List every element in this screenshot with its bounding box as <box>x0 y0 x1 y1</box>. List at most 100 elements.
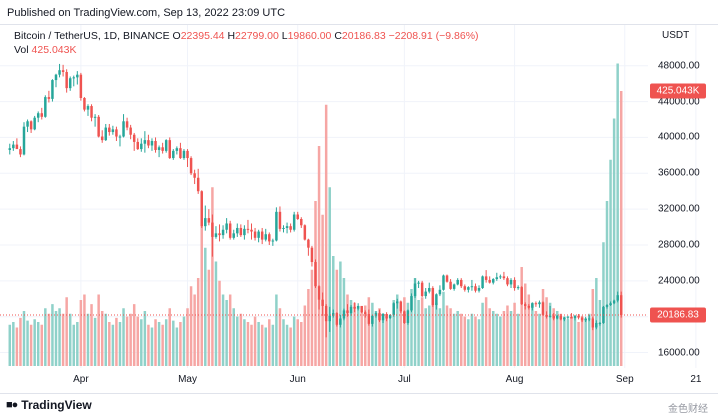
candle-body <box>275 211 278 241</box>
candle-body <box>595 322 598 328</box>
candle-body <box>324 305 328 322</box>
volume-bar <box>40 324 44 366</box>
candle-body <box>157 147 161 150</box>
candle-body <box>182 150 186 159</box>
volume-bar <box>164 319 168 366</box>
volume-bar <box>140 319 143 366</box>
candle-body <box>90 106 93 118</box>
volume-bar <box>211 187 214 366</box>
volume-bar <box>12 322 15 366</box>
volume-bar <box>51 304 54 366</box>
volume-bar <box>474 316 477 366</box>
volume-bar <box>406 302 410 366</box>
volume-bar <box>605 201 609 366</box>
candle-body <box>619 295 623 316</box>
volume-bar <box>324 104 328 366</box>
volume-bar <box>65 297 68 366</box>
volume-bar <box>19 317 22 366</box>
candle-body <box>492 279 495 283</box>
volume-bar <box>609 159 612 366</box>
candle-body <box>300 218 303 226</box>
candle-body <box>250 229 253 232</box>
volume-label: Vol <box>14 44 29 56</box>
candle-body <box>29 121 33 130</box>
volume-bar <box>161 324 164 366</box>
candle-body <box>332 313 335 316</box>
volume-bar <box>47 313 51 366</box>
candle-body <box>239 227 243 236</box>
price-tick-label: 48000.00 <box>658 60 700 72</box>
volume-bar <box>307 289 310 366</box>
volume-bar <box>93 317 97 366</box>
candle-body <box>563 317 566 320</box>
volume-bar <box>342 278 346 366</box>
brand[interactable]: ■● TradingView <box>6 398 92 412</box>
volume-bar <box>115 317 118 366</box>
candle-body <box>577 315 580 318</box>
chart-frame <box>0 24 718 394</box>
volume-bar <box>143 311 147 366</box>
candle-body <box>221 229 225 236</box>
candle-body <box>228 223 232 238</box>
volume-bar <box>90 304 93 366</box>
volume-bar <box>100 311 104 366</box>
volume-bar <box>339 261 342 366</box>
candle-body <box>346 310 349 314</box>
volume-bar <box>76 322 79 366</box>
volume-bar <box>58 308 61 366</box>
volume-bar <box>282 319 285 366</box>
candle-body <box>467 287 470 290</box>
volume-bar <box>442 291 445 366</box>
candle-body <box>47 97 51 99</box>
watermark: 金色财经 <box>668 404 708 415</box>
volume-bar <box>236 316 239 366</box>
volume-bar <box>481 302 484 366</box>
candle-body <box>463 286 467 290</box>
volume-bar <box>214 261 218 366</box>
volume-bar <box>260 324 264 366</box>
volume-bar <box>616 63 619 366</box>
volume-bar <box>612 118 616 366</box>
candle-body <box>147 140 150 146</box>
volume-bar <box>420 297 424 366</box>
candle-body <box>435 294 438 306</box>
volume-bar <box>275 294 278 366</box>
candle-body <box>58 70 61 75</box>
open-label: O <box>172 30 181 42</box>
high-value: 22799.00 <box>235 30 279 42</box>
volume-bar <box>250 324 253 366</box>
volume-bar <box>410 289 413 366</box>
symbol-label[interactable]: Bitcoin / TetherUS, 1D, BINANCE <box>14 30 170 42</box>
candle-body <box>424 291 427 297</box>
time-tick-label: Aug <box>505 374 524 385</box>
volume-bar <box>136 316 139 366</box>
candle-body <box>12 144 15 149</box>
volume-bar <box>364 305 367 366</box>
volume-bar <box>392 300 395 366</box>
volume-bar <box>548 302 552 366</box>
time-tick-label: Apr <box>73 374 89 385</box>
candle-body <box>417 282 420 284</box>
candle-body <box>559 315 563 320</box>
volume-bar <box>29 324 33 366</box>
volume-bar <box>33 319 36 366</box>
candle-body <box>246 228 250 230</box>
candle-body <box>264 234 267 240</box>
volume-bar <box>509 311 513 366</box>
volume-bar <box>552 308 555 366</box>
published-caption: Published on TradingView.com, Sep 13, 20… <box>7 7 286 19</box>
candle-body <box>374 313 378 316</box>
volume-bar <box>541 289 545 366</box>
volume-bar <box>413 278 417 366</box>
candle-body <box>44 97 47 117</box>
volume-tag: 425.043K <box>650 83 706 99</box>
volume-bar <box>484 297 488 366</box>
volume-bar <box>129 313 132 366</box>
candle-body <box>303 225 307 240</box>
candle-body <box>477 288 481 291</box>
volume-bar <box>8 324 12 366</box>
candle-body <box>132 134 136 142</box>
candle-body <box>403 311 406 323</box>
volume-bar <box>83 294 86 366</box>
